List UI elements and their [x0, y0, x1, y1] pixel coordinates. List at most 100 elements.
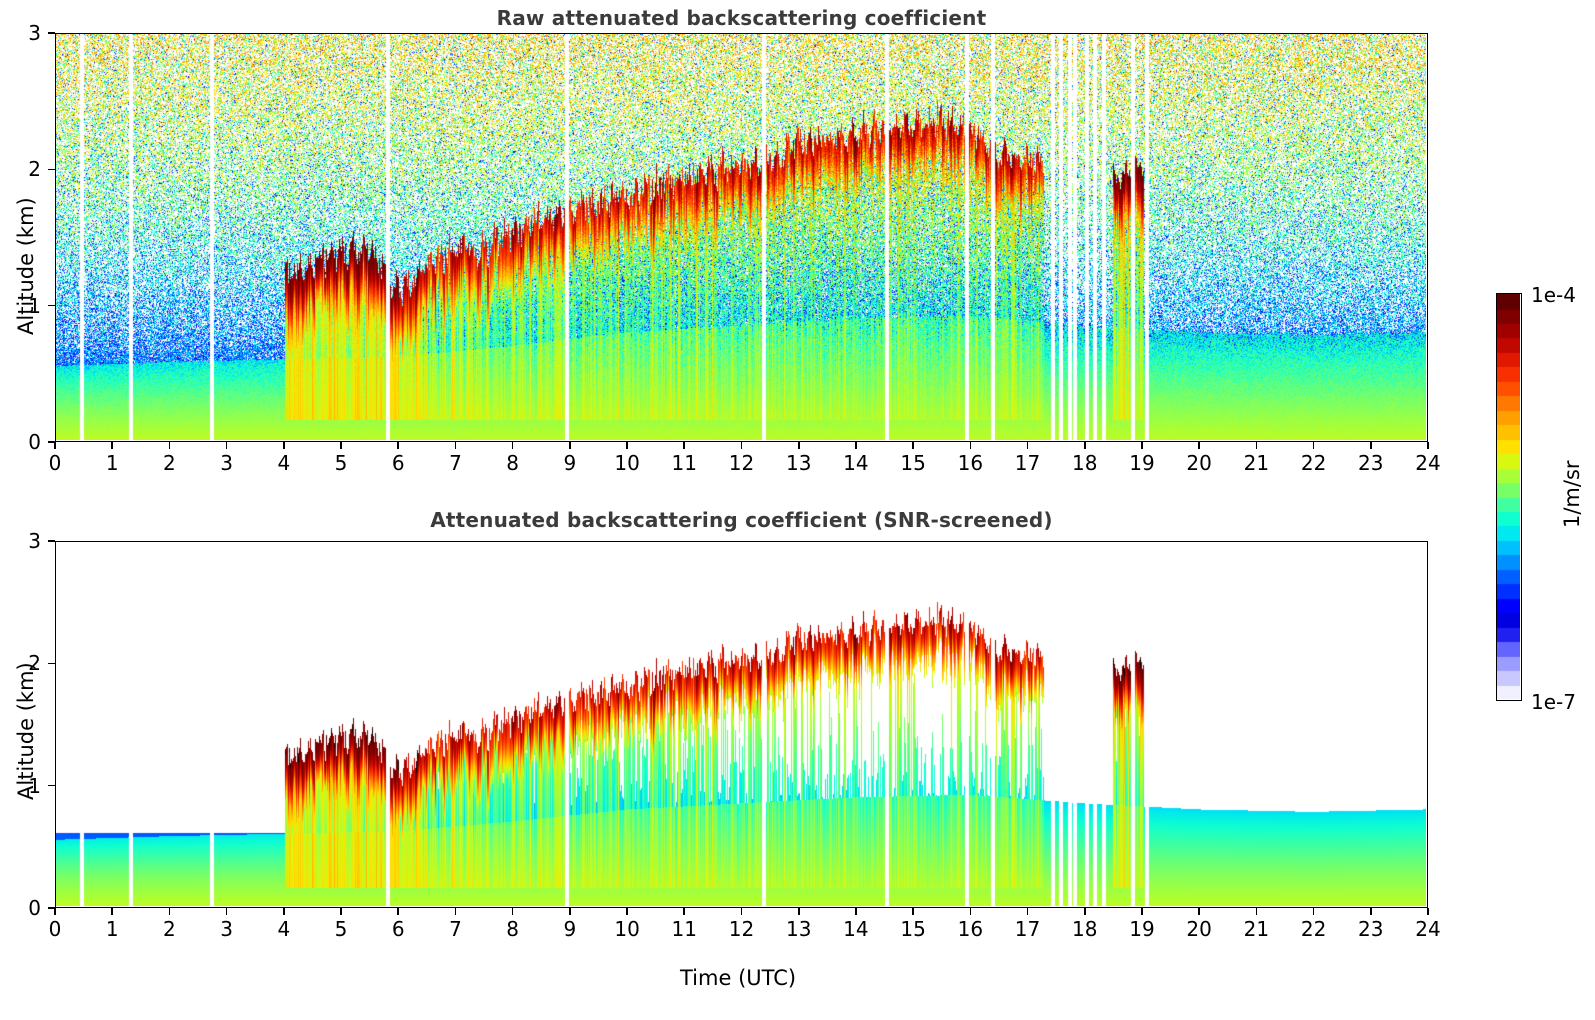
- x-axis-tick-label: 20: [1186, 451, 1212, 475]
- x-axis-tick: [626, 442, 628, 449]
- x-axis-tick: [1312, 908, 1315, 915]
- x-axis-tick-label: 9: [563, 917, 577, 941]
- colorbar-min-label: 1e-7: [1531, 690, 1576, 714]
- y-axis-tick-label: 2: [28, 157, 41, 182]
- bottom-panel-axes: [55, 541, 1428, 908]
- x-axis-tick-label: 12: [728, 451, 755, 475]
- x-axis-tick-label: 10: [614, 917, 640, 941]
- x-axis-tick: [855, 442, 857, 449]
- x-axis-tick-label: 2: [163, 917, 176, 941]
- x-axis-tick: [54, 908, 56, 915]
- x-axis-tick-label: 5: [334, 451, 348, 475]
- x-axis-tick: [683, 908, 686, 915]
- x-axis-tick: [168, 908, 171, 915]
- x-axis-tick: [569, 442, 571, 449]
- y-axis-tick: [48, 540, 55, 542]
- x-axis-tick-label: 6: [391, 451, 405, 475]
- x-axis-tick-label: 23: [1358, 451, 1384, 475]
- x-axis-tick: [1427, 908, 1429, 915]
- x-axis-tick: [1369, 442, 1372, 449]
- x-axis-tick-label: 13: [785, 917, 812, 941]
- x-axis-tick: [397, 442, 400, 449]
- x-axis-tick-label: 18: [1072, 451, 1098, 475]
- x-axis-tick: [283, 908, 285, 915]
- x-axis-tick-label: 23: [1358, 917, 1384, 941]
- x-axis-tick-label: 21: [1243, 451, 1270, 475]
- x-axis-tick-label: 9: [563, 451, 577, 475]
- colorbar-title: 1/m/sr: [1560, 460, 1584, 528]
- y-axis-tick: [48, 32, 55, 34]
- x-axis-tick: [569, 908, 571, 915]
- x-axis-tick: [1026, 442, 1029, 449]
- x-axis-tick-label: 19: [1129, 451, 1155, 475]
- x-axis-tick: [1427, 442, 1429, 449]
- x-axis-tick-label: 6: [391, 917, 405, 941]
- bottom-panel-xlabel: Time (UTC): [680, 966, 797, 990]
- x-axis-tick-label: 15: [900, 451, 926, 475]
- x-axis-tick-label: 3: [220, 917, 233, 941]
- x-axis-tick-label: 14: [843, 917, 869, 941]
- x-axis-tick: [225, 908, 228, 915]
- bottom-panel-title: Attenuated backscattering coefficient (S…: [430, 508, 1053, 532]
- x-axis-tick: [1369, 908, 1372, 915]
- x-axis-tick: [1312, 442, 1315, 449]
- colorbar-max-label: 1e-4: [1531, 283, 1576, 307]
- x-axis-tick: [912, 908, 914, 915]
- x-axis-tick: [1198, 442, 1200, 449]
- x-axis-tick-label: 17: [1014, 917, 1041, 941]
- x-axis-tick: [283, 442, 285, 449]
- x-axis-tick-label: 11: [671, 451, 698, 475]
- x-axis-tick: [1255, 442, 1258, 449]
- x-axis-tick-label: 12: [728, 917, 755, 941]
- x-axis-tick-label: 4: [277, 451, 291, 475]
- y-axis-tick-label: 0: [28, 896, 41, 920]
- x-axis-tick: [168, 442, 171, 449]
- y-axis-tick-label: 3: [28, 21, 41, 45]
- y-axis-tick: [48, 907, 55, 909]
- x-axis-tick: [969, 908, 972, 915]
- y-axis-tick-label: 1: [28, 293, 41, 318]
- x-axis-tick-label: 15: [900, 917, 926, 941]
- x-axis-tick-label: 10: [614, 451, 640, 475]
- x-axis-tick-label: 21: [1243, 917, 1270, 941]
- x-axis-tick: [340, 908, 342, 915]
- x-axis-tick-label: 7: [449, 917, 462, 941]
- x-axis-tick: [969, 442, 972, 449]
- x-axis-tick: [111, 442, 113, 449]
- y-axis-tick: [48, 304, 55, 307]
- x-axis-tick-label: 22: [1300, 917, 1327, 941]
- x-axis-tick-label: 24: [1415, 917, 1441, 941]
- colorbar-gradient: [1497, 294, 1520, 699]
- x-axis-tick: [797, 908, 800, 915]
- x-axis-tick-label: 19: [1129, 917, 1155, 941]
- y-axis-tick: [48, 662, 55, 665]
- x-axis-tick: [511, 908, 514, 915]
- x-axis-tick: [340, 442, 342, 449]
- y-axis-tick: [48, 168, 55, 171]
- x-axis-tick-label: 24: [1415, 451, 1441, 475]
- x-axis-tick-label: 0: [48, 451, 62, 475]
- y-axis-tick-label: 2: [28, 651, 41, 676]
- x-axis-tick: [1141, 442, 1143, 449]
- x-axis-tick-label: 3: [220, 451, 233, 475]
- x-axis-tick: [1255, 908, 1258, 915]
- x-axis-tick-label: 4: [277, 917, 291, 941]
- x-axis-tick-label: 14: [843, 451, 869, 475]
- x-axis-tick-label: 18: [1072, 917, 1098, 941]
- x-axis-tick-label: 16: [957, 917, 984, 941]
- top-panel-title: Raw attenuated backscattering coefficien…: [496, 6, 987, 30]
- y-axis-tick-label: 3: [28, 529, 41, 553]
- x-axis-tick-label: 22: [1300, 451, 1327, 475]
- x-axis-tick-label: 5: [334, 917, 348, 941]
- x-axis-tick: [1083, 908, 1086, 915]
- x-axis-tick-label: 16: [957, 451, 984, 475]
- x-axis-tick: [740, 442, 743, 449]
- x-axis-tick: [740, 908, 743, 915]
- x-axis-tick: [626, 908, 628, 915]
- x-axis-tick-label: 20: [1186, 917, 1212, 941]
- x-axis-tick: [511, 442, 514, 449]
- x-axis-tick: [454, 442, 457, 449]
- x-axis-tick: [855, 908, 857, 915]
- top-panel-heatmap: [56, 34, 1426, 440]
- x-axis-tick-label: 7: [449, 451, 462, 475]
